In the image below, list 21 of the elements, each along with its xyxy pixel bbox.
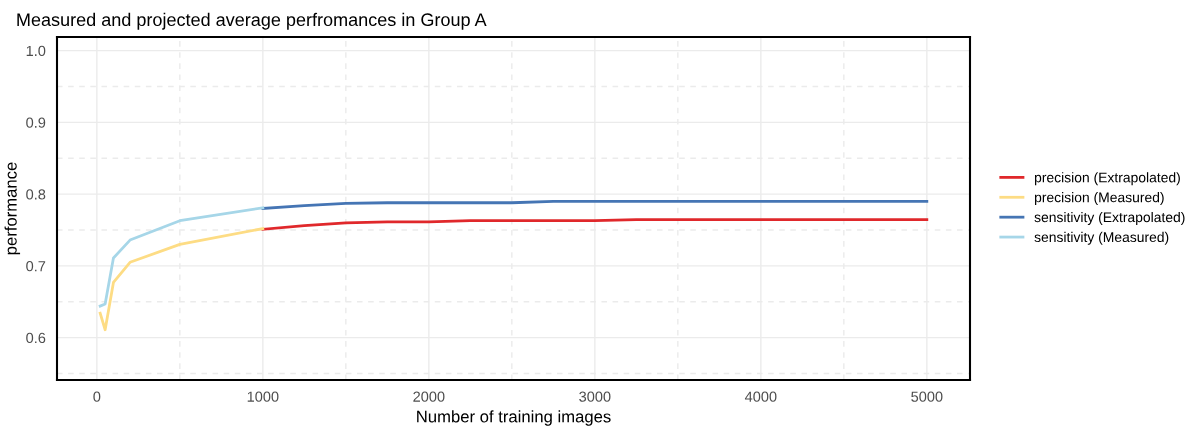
line-series bbox=[98, 206, 265, 308]
legend-label: sensitivity (Measured) bbox=[1034, 231, 1169, 245]
legend-label: precision (Measured) bbox=[1034, 192, 1164, 206]
x-tick-label: 2000 bbox=[413, 391, 445, 402]
chart-title: Measured and projected average perfromances in Group A bbox=[17, 12, 487, 30]
y-tick-label: 0.8 bbox=[26, 189, 46, 200]
y-tick-label: 0.7 bbox=[26, 261, 46, 272]
y-tick-label: 0.6 bbox=[26, 332, 46, 344]
x-tick-label: 5000 bbox=[911, 391, 943, 402]
line-series bbox=[98, 227, 265, 332]
x-tick-label: 4000 bbox=[744, 391, 777, 402]
x-tick-label: 0 bbox=[93, 391, 101, 402]
x-axis-title: Number of training images bbox=[417, 410, 611, 426]
legend-label: sensitivity (Extrapolated) bbox=[1034, 211, 1185, 225]
y-tick-label: 0.9 bbox=[26, 117, 46, 128]
y-axis-title: performance bbox=[4, 162, 21, 255]
x-tick-label: 3000 bbox=[579, 391, 611, 402]
x-tick-label: 1000 bbox=[247, 391, 279, 402]
y-tick-label: 1.0 bbox=[26, 45, 46, 57]
legend-label: precision (Extrapolated) bbox=[1034, 172, 1180, 186]
line-series bbox=[261, 199, 929, 210]
